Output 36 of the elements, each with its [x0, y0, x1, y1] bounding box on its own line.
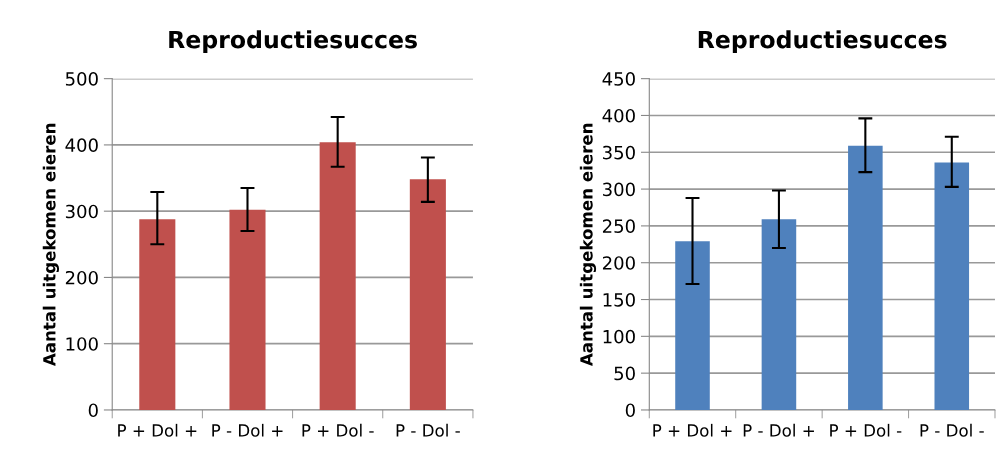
x-tick-label: P - Dol - — [396, 423, 460, 437]
x-tick-label: P + Dol + — [118, 423, 197, 437]
y-tick-label: 400 — [602, 108, 635, 123]
y-tick-label: 0 — [88, 403, 98, 418]
y-tick-label: 500 — [65, 72, 98, 86]
bar — [848, 145, 883, 410]
y-tick-label: 200 — [65, 270, 98, 285]
y-tick-label: 0 — [625, 403, 635, 418]
y-tick-label: 300 — [603, 182, 635, 197]
y-tick-label: 50 — [614, 366, 635, 381]
x-tick-label: P - Dol + — [212, 423, 283, 437]
y-tick-label: 450 — [602, 72, 635, 86]
x-tick-label: P + Dol - — [830, 423, 902, 437]
bar — [139, 219, 176, 410]
bar — [675, 241, 710, 410]
x-tick-label: P - Dol - — [920, 423, 984, 437]
y-tick-label: 350 — [603, 145, 635, 160]
y-tick-label: 200 — [602, 256, 635, 270]
y-tick-label: 400 — [65, 138, 98, 153]
y-tick-label: 300 — [65, 204, 98, 219]
bar — [761, 219, 797, 410]
y-tick-label: 250 — [602, 219, 635, 234]
y-axis-title: Aantal uitgekomen eieren — [42, 123, 60, 367]
bar — [229, 209, 266, 410]
x-tick-label: P + Dol + — [653, 423, 732, 437]
x-tick-label: P - Dol + — [743, 423, 814, 437]
bar — [409, 179, 446, 410]
y-tick-label: 150 — [603, 292, 635, 307]
y-tick-label: 100 — [603, 329, 635, 344]
bar — [934, 162, 970, 410]
chart-title: Reproductiesucces — [698, 30, 947, 53]
y-axis-title: Aantal uitgekomen eieren — [579, 123, 597, 367]
x-tick-label: P + Dol - — [302, 423, 374, 437]
chart-title: Reproductiesucces — [169, 30, 417, 53]
y-tick-label: 100 — [66, 337, 98, 351]
bar — [319, 142, 356, 410]
